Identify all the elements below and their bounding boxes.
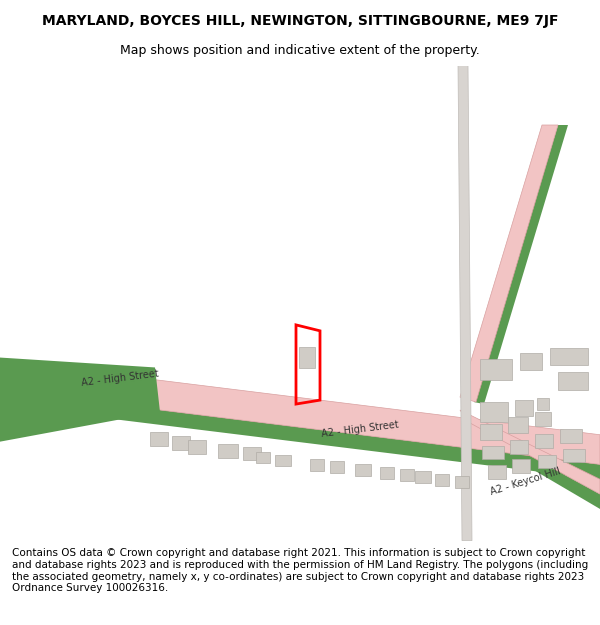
Bar (455, 476, 469, 488)
Text: A2 - High Street: A2 - High Street (321, 420, 399, 439)
Bar (275, 454, 291, 466)
Bar (515, 400, 533, 416)
Bar (538, 454, 556, 468)
Bar (563, 449, 585, 462)
Bar (218, 444, 238, 458)
Bar (558, 372, 588, 390)
Text: A2 - Keycol Hill: A2 - Keycol Hill (488, 466, 562, 497)
Bar (355, 464, 371, 476)
Bar (299, 347, 315, 368)
Bar (560, 429, 582, 442)
Bar (435, 474, 449, 486)
Bar (512, 459, 530, 473)
Bar (188, 440, 206, 454)
Bar (510, 440, 528, 454)
Polygon shape (474, 125, 568, 404)
Bar (243, 447, 261, 461)
Bar (480, 359, 512, 380)
Polygon shape (460, 125, 558, 402)
Bar (256, 451, 270, 464)
Bar (537, 398, 549, 410)
Text: MARYLAND, BOYCES HILL, NEWINGTON, SITTINGBOURNE, ME9 7JF: MARYLAND, BOYCES HILL, NEWINGTON, SITTIN… (42, 14, 558, 28)
Bar (482, 446, 504, 459)
Polygon shape (0, 357, 160, 442)
Polygon shape (468, 422, 600, 509)
Bar (380, 468, 394, 479)
Polygon shape (460, 410, 600, 494)
Bar (415, 471, 431, 483)
Polygon shape (0, 390, 600, 479)
Bar (488, 466, 506, 479)
Bar (310, 459, 324, 471)
Polygon shape (0, 361, 600, 464)
Text: A2 - High Street: A2 - High Street (81, 369, 159, 388)
Bar (400, 469, 414, 481)
Bar (508, 417, 528, 432)
Bar (535, 412, 551, 426)
Bar (480, 424, 502, 440)
Bar (535, 434, 553, 447)
Bar (150, 432, 168, 446)
Text: Contains OS data © Crown copyright and database right 2021. This information is : Contains OS data © Crown copyright and d… (12, 548, 588, 593)
Polygon shape (458, 66, 472, 541)
Bar (550, 348, 588, 366)
Bar (330, 461, 344, 473)
Text: Map shows position and indicative extent of the property.: Map shows position and indicative extent… (120, 44, 480, 57)
Bar (172, 436, 190, 449)
Bar (520, 352, 542, 371)
Bar (480, 402, 508, 422)
